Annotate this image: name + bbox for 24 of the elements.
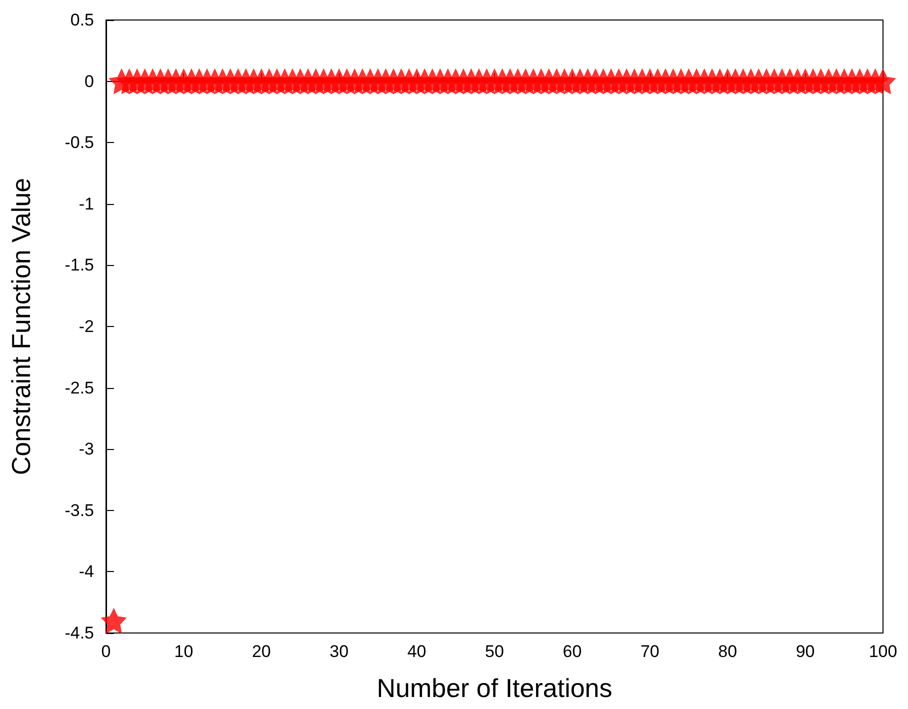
x-axis-title: Number of Iterations [376,673,612,703]
y-tick-label: -1.5 [64,256,94,275]
y-tick-label: -3 [78,440,94,459]
x-tick-label: 0 [101,642,111,661]
x-tick-label: 90 [796,642,815,661]
y-tick-label: 0 [84,72,94,91]
y-tick-label: -3.5 [64,500,94,520]
y-axis-title: Constraint Function Value [6,178,36,476]
x-tick-label: 60 [562,642,582,661]
y-tick-label: -2.5 [64,378,94,398]
y-tick-label: -0.5 [64,133,94,152]
x-tick-label: 80 [718,642,738,661]
y-tick-label: -4.5 [64,624,94,642]
y-tick-label: -4 [78,562,94,582]
y-tick-label: -1 [78,194,94,214]
x-tick-label: 50 [485,642,504,661]
x-tick-label: 70 [640,642,660,661]
x-tick-label: 20 [252,642,271,661]
x-tick-label: 100 [868,642,898,661]
y-tick-label: -2 [78,317,94,336]
y-tick-label: 0.5 [70,10,94,30]
x-tick-label: 30 [330,642,349,661]
x-tick-label: 10 [174,642,194,661]
x-tick-label: 40 [407,642,426,661]
